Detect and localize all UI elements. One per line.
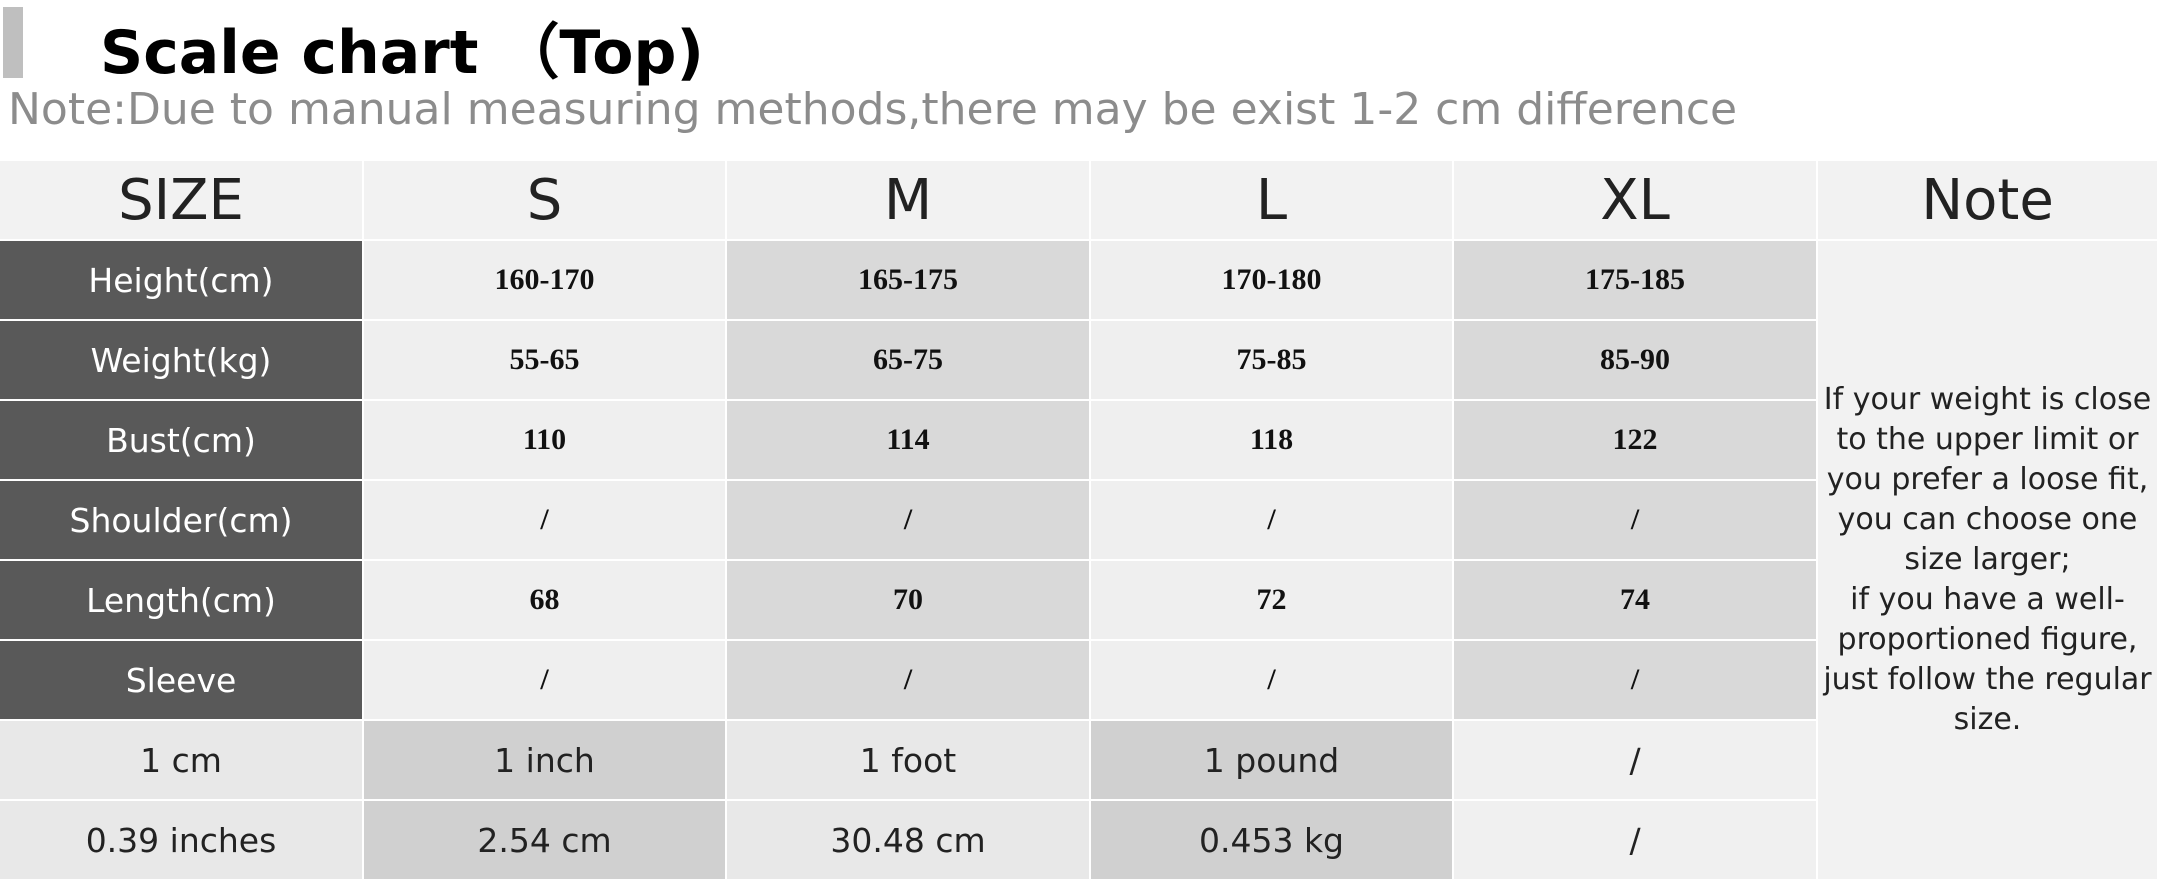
table-cell: 68 bbox=[364, 561, 727, 641]
title: Scale chart （Top) bbox=[100, 18, 704, 88]
table-cell: 1 pound bbox=[1091, 721, 1454, 801]
table-cell: / bbox=[1091, 481, 1454, 561]
table-cell: 1 cm bbox=[0, 721, 364, 801]
table-cell: L bbox=[1091, 161, 1454, 241]
table-cell: 70 bbox=[727, 561, 1091, 641]
table-cell: 165-175 bbox=[727, 241, 1091, 321]
table-cell: Weight(kg) bbox=[0, 321, 364, 401]
table-cell: / bbox=[727, 641, 1091, 721]
note-line: you can choose one bbox=[1837, 502, 2138, 537]
table-cell: / bbox=[727, 481, 1091, 561]
note-line: you prefer a loose fit, bbox=[1826, 462, 2149, 497]
table-cell: / bbox=[1454, 721, 1818, 801]
table-cell: 85-90 bbox=[1454, 321, 1818, 401]
table-cell: 65-75 bbox=[727, 321, 1091, 401]
table-cell: 0.453 kg bbox=[1091, 801, 1454, 881]
table-cell: 175-185 bbox=[1454, 241, 1818, 321]
table-cell: 110 bbox=[364, 401, 727, 481]
table-cell: / bbox=[1454, 801, 1818, 881]
note-line: If your weight is close bbox=[1823, 382, 2152, 417]
table-cell: / bbox=[1091, 641, 1454, 721]
note: Note:Due to manual measuring methods,the… bbox=[8, 84, 1738, 135]
note-line: size. bbox=[1953, 702, 2022, 737]
note-line: proportioned figure, bbox=[1837, 622, 2138, 657]
table-cell: 55-65 bbox=[364, 321, 727, 401]
table-cell: 160-170 bbox=[364, 241, 727, 321]
table-cell: Sleeve bbox=[0, 641, 364, 721]
table-cell: / bbox=[364, 641, 727, 721]
table-cell: 114 bbox=[727, 401, 1091, 481]
table-cell: / bbox=[364, 481, 727, 561]
table-cell: 72 bbox=[1091, 561, 1454, 641]
note-line: to the upper limit or bbox=[1836, 422, 2139, 457]
table-cell: 122 bbox=[1454, 401, 1818, 481]
table-cell: Bust(cm) bbox=[0, 401, 364, 481]
table-cell: 170-180 bbox=[1091, 241, 1454, 321]
table-cell: 1 inch bbox=[364, 721, 727, 801]
table-cell: If your weight is close to the upper limi… bbox=[1818, 241, 2159, 881]
table-cell: Note bbox=[1818, 161, 2159, 241]
table-cell: / bbox=[1454, 481, 1818, 561]
table-cell: 1 foot bbox=[727, 721, 1091, 801]
table-cell: Shoulder(cm) bbox=[0, 481, 364, 561]
table-cell: Height(cm) bbox=[0, 241, 364, 321]
table-cell: 118 bbox=[1091, 401, 1454, 481]
table-cell: 2.54 cm bbox=[364, 801, 727, 881]
table-cell: Length(cm) bbox=[0, 561, 364, 641]
table-cell: 30.48 cm bbox=[727, 801, 1091, 881]
table-cell: / bbox=[1454, 641, 1818, 721]
table-cell: 0.39 inches bbox=[0, 801, 364, 881]
table-cell: SIZE bbox=[0, 161, 364, 241]
table-cell: 75-85 bbox=[1091, 321, 1454, 401]
table-cell: 74 bbox=[1454, 561, 1818, 641]
title-bar bbox=[3, 7, 23, 78]
table-cell: S bbox=[364, 161, 727, 241]
note-line: just follow the regular bbox=[1823, 662, 2152, 697]
note-line: size larger; bbox=[1904, 542, 2071, 577]
note-line: if you have a well- bbox=[1850, 582, 2125, 617]
table-cell: M bbox=[727, 161, 1091, 241]
table-cell: XL bbox=[1454, 161, 1818, 241]
